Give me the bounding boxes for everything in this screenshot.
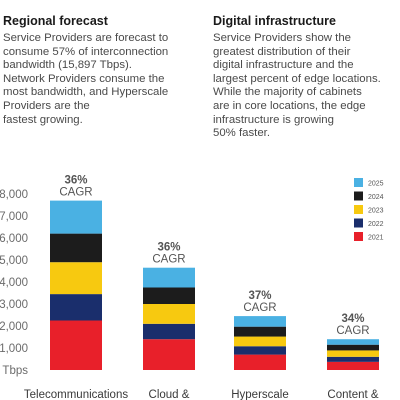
legend-swatch-2024: [354, 191, 363, 201]
cagr-value: 37%: [248, 290, 271, 302]
bar-segment-2025: [143, 267, 195, 288]
text-line: Network Providers consume the: [3, 72, 165, 85]
bar-segment-2023: [50, 262, 102, 295]
text-line: consume 57% of interconnection: [3, 45, 169, 58]
cagr-value: 34%: [341, 313, 364, 325]
bar-segment-2024: [327, 344, 379, 351]
text-line: largest percent of edge locations.: [213, 72, 381, 85]
text-line: Service Providers show the: [213, 32, 352, 44]
text-line: fastest growing.: [3, 113, 83, 126]
bar-segment-2022: [234, 346, 286, 355]
bar-segment-2022: [327, 356, 379, 362]
bar-segment-2023: [143, 304, 195, 324]
bar-segment-2022: [50, 294, 102, 321]
digital-infrastructure-text: Service Providers show the greatest dist…: [213, 32, 400, 141]
text-line: 50% faster.: [213, 127, 270, 140]
category-label: Cloud &: [149, 389, 190, 400]
legend-swatch-2022: [354, 218, 363, 228]
legend-label: 2023: [368, 208, 384, 215]
category-label: Content &: [327, 389, 378, 400]
y-tick-label: 1,000: [0, 343, 28, 355]
legend-label: 2022: [368, 221, 384, 228]
cagr-label: CAGR: [152, 254, 185, 266]
bar-segment-2021: [327, 361, 379, 370]
text-line: digital infrastructure and the: [213, 59, 354, 72]
bar-segment-2021: [50, 320, 102, 370]
bar-segment-2025: [234, 316, 286, 327]
bar-segment-2025: [327, 339, 379, 345]
digital-infrastructure-section: Digital infrastructure Service Providers…: [213, 14, 400, 141]
y-tick-label: 4,000: [0, 277, 28, 289]
legend-label: 2024: [368, 194, 384, 201]
text-line: bandwidth (15,897 Tbps).: [3, 59, 132, 72]
cagr-label: CAGR: [336, 325, 369, 337]
bar-segment-2024: [143, 287, 195, 304]
text-line: infrastructure is growing: [213, 113, 334, 126]
text-line: Providers are the: [3, 99, 90, 112]
legend-swatch-2025: [354, 178, 363, 187]
bar-segment-2025: [50, 200, 102, 234]
y-tick-label: 3,000: [0, 299, 28, 311]
cagr-label: CAGR: [243, 302, 276, 314]
bar-segment-2021: [234, 354, 286, 370]
bar-segment-2021: [143, 339, 195, 370]
y-tick-label: 7,000: [0, 211, 28, 223]
text-line: greatest distribution of their: [213, 45, 351, 58]
bar-segment-2022: [143, 323, 195, 340]
bar-segment-2023: [234, 336, 286, 347]
cagr-label: CAGR: [59, 187, 92, 199]
legend-swatch-2021: [354, 232, 363, 241]
regional-forecast-text: Service Providers are forecast to consum…: [3, 32, 195, 127]
y-tick-label: 5,000: [0, 255, 28, 267]
y-tick-label: 6,000: [0, 233, 28, 245]
bar-segment-2024: [234, 326, 286, 337]
cagr-value: 36%: [64, 175, 87, 187]
text-line: While the majority of cabinets: [213, 86, 362, 99]
legend-swatch-2023: [354, 205, 363, 214]
cagr-value: 36%: [157, 242, 180, 254]
text-line: most bandwidth, and Hyperscale: [3, 86, 169, 99]
y-tick-label: 2,000: [0, 321, 28, 333]
category-label: Hyperscale: [231, 389, 289, 400]
category-label: Telecommunications: [24, 389, 128, 400]
bandwidth-stacked-bar-chart: Tbps 1,000 2,000 3,000 4,000 5,000 6,000 7,000 8…: [0, 175, 384, 400]
y-tick-label: 8,000: [0, 189, 28, 201]
bar-segment-2024: [50, 233, 102, 263]
y-tick-label: Tbps: [2, 365, 28, 377]
regional-forecast-title: Regional forecast: [3, 14, 108, 28]
legend-label: 2025: [368, 181, 384, 188]
digital-infrastructure-title: Digital infrastructure: [213, 14, 336, 28]
regional-forecast-section: Regional forecast Service Providers are …: [3, 14, 195, 127]
text-line: are in core locations, the edge: [213, 99, 366, 112]
bar-segment-2023: [327, 350, 379, 357]
legend-label: 2021: [368, 235, 384, 242]
text-line: Service Providers are forecast to: [3, 32, 169, 44]
